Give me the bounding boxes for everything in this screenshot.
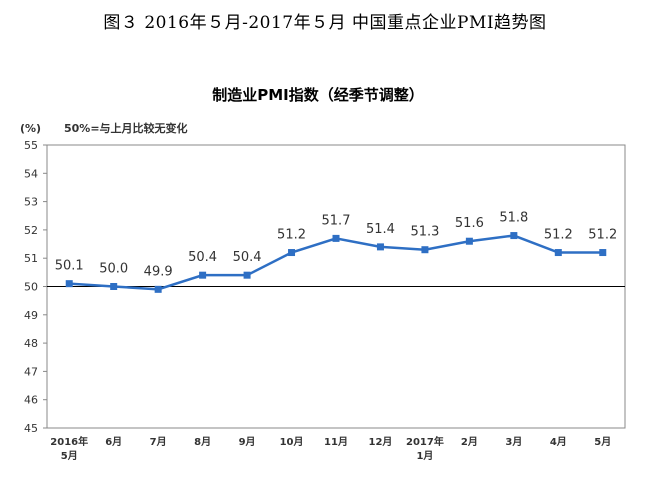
data-label: 50.1	[55, 259, 84, 274]
y-tick-label: 50	[24, 281, 38, 294]
chart-annotation: 50%=与上月比较无变化	[64, 121, 188, 135]
y-tick-label: 54	[24, 167, 38, 180]
x-tick-label: 11月	[324, 436, 348, 448]
data-label: 51.4	[366, 222, 395, 237]
data-point	[510, 232, 518, 240]
data-point	[554, 249, 562, 257]
y-tick-label: 47	[24, 365, 38, 378]
data-label: 49.9	[144, 264, 173, 279]
x-tick-label: 2月	[461, 436, 478, 448]
x-tick-label: 2017年 1月	[406, 435, 444, 462]
figure-title: 图３ 2016年５月-2017年５月 中国重点企业PMI趋势图	[103, 13, 547, 33]
y-tick-label: 48	[24, 337, 38, 350]
y-axis-unit: (%)	[20, 122, 41, 135]
data-point	[465, 237, 473, 245]
data-point	[243, 271, 251, 279]
data-label: 50.4	[233, 250, 262, 265]
x-tick-label: 2016年 5月	[50, 435, 88, 462]
y-tick-label: 46	[24, 394, 38, 407]
y-tick-label: 49	[24, 309, 38, 322]
x-tick-label: 12月	[369, 436, 393, 448]
series-line	[69, 234, 603, 291]
x-tick-label: 9月	[239, 436, 256, 448]
data-point	[599, 249, 607, 257]
data-label: 50.0	[99, 262, 128, 277]
data-point	[65, 280, 73, 288]
data-point	[199, 271, 207, 279]
x-tick-label: 3月	[505, 436, 522, 448]
y-tick-label: 53	[24, 196, 38, 209]
x-tick-label: 10月	[280, 436, 304, 448]
data-label: 50.4	[188, 250, 217, 265]
data-label: 51.2	[544, 228, 573, 243]
x-tick-label: 5月	[594, 436, 611, 448]
chart-title: 制造业PMI指数（经季节调整）	[212, 86, 424, 104]
y-tick-label: 52	[24, 224, 38, 237]
y-tick-label: 55	[24, 139, 38, 152]
data-point	[288, 249, 296, 257]
data-point	[332, 234, 340, 242]
data-label: 51.2	[277, 228, 306, 243]
data-label: 51.2	[588, 228, 617, 243]
x-tick-label: 8月	[194, 436, 211, 448]
data-label: 51.6	[455, 216, 484, 231]
x-tick-label: 6月	[105, 436, 122, 448]
data-point	[154, 285, 162, 293]
x-tick-label: 4月	[550, 436, 567, 448]
data-point	[110, 283, 118, 290]
data-label: 51.3	[410, 225, 439, 240]
data-label: 51.7	[322, 213, 351, 228]
data-point	[421, 246, 429, 254]
y-tick-label: 45	[24, 422, 38, 435]
x-tick-label: 7月	[150, 436, 167, 448]
data-label: 51.8	[499, 211, 528, 226]
data-point	[376, 243, 384, 251]
y-tick-label: 51	[24, 252, 38, 265]
